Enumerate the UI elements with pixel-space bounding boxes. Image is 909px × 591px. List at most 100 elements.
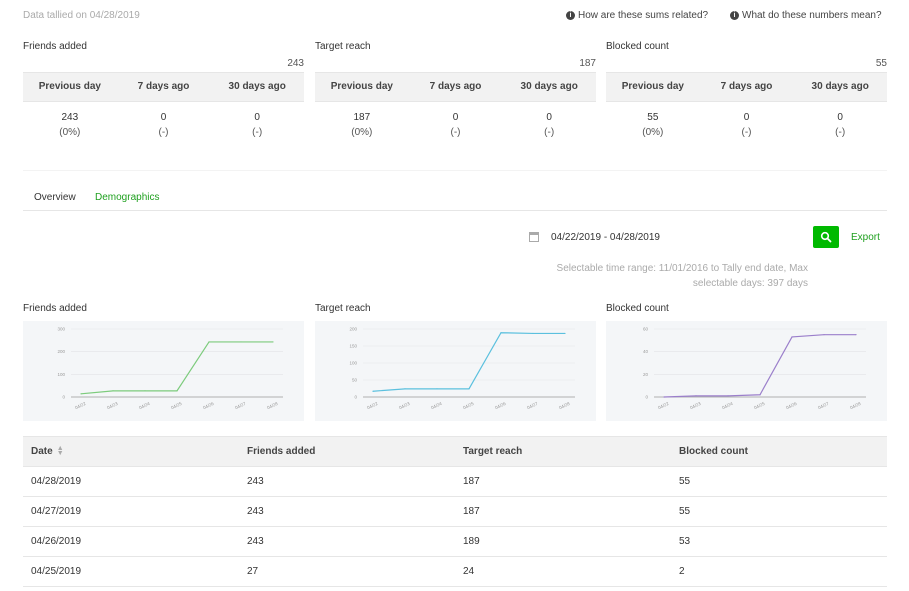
stat-value-cell: 187 (0%) xyxy=(315,110,409,140)
calendar-icon xyxy=(529,232,539,242)
table-cell-friends-added: 243 xyxy=(239,496,455,527)
column-header-date[interactable]: Date ▲ ▼ xyxy=(23,436,239,467)
range-note-line: selectable days: 397 days xyxy=(692,278,808,289)
table-row: 04/26/2019 243 189 53 xyxy=(23,526,887,557)
stat-change: (0%) xyxy=(351,127,373,138)
export-link[interactable]: Export xyxy=(851,232,880,243)
chart-title: Target reach xyxy=(315,303,371,314)
data-point xyxy=(404,388,406,390)
column-header-previous-day: Previous day xyxy=(38,81,101,92)
help-link-label: What do these numbers mean? xyxy=(742,10,882,21)
column-header-7-days-ago: 7 days ago xyxy=(720,81,773,92)
chart-card-friends-added: Friends added 0 100 200 300 04/22 04/23 04/24 0… xyxy=(23,303,304,421)
tab-bar: Overview Demographics xyxy=(23,192,887,211)
stat-card-title: Target reach xyxy=(315,41,371,52)
data-point xyxy=(176,390,178,392)
data-point xyxy=(112,390,114,392)
x-tick-label: 04/28 xyxy=(266,401,279,411)
x-tick-label: 04/27 xyxy=(234,401,247,411)
table-cell-date: 04/25/2019 xyxy=(23,556,239,587)
y-tick-label: 20 xyxy=(643,372,649,377)
tab-overview[interactable]: Overview xyxy=(34,192,76,203)
x-tick-label: 04/28 xyxy=(558,401,571,411)
x-tick-label: 04/23 xyxy=(689,401,702,411)
column-header-previous-day: Previous day xyxy=(330,81,393,92)
y-tick-label: 0 xyxy=(645,395,648,400)
stat-card-header: Previous day 7 days ago 30 days ago xyxy=(23,72,304,102)
data-point xyxy=(532,332,534,335)
date-range-picker[interactable]: 04/22/2019 - 04/28/2019 xyxy=(519,226,807,248)
data-point xyxy=(208,341,210,343)
stat-value-cell: 55 (0%) xyxy=(606,110,700,140)
stat-change: (-) xyxy=(741,127,752,138)
table-cell-blocked-count: 55 xyxy=(671,496,887,527)
x-tick-label: 04/24 xyxy=(138,401,151,411)
column-header-target-reach: Target reach xyxy=(455,436,671,467)
stat-change: (0%) xyxy=(59,127,81,138)
x-tick-label: 04/22 xyxy=(366,401,379,411)
stat-value: 0 xyxy=(160,112,167,123)
data-point xyxy=(272,341,274,343)
stat-value-cell: 0 (-) xyxy=(409,110,503,140)
search-icon xyxy=(820,231,832,243)
column-header-label: Date xyxy=(31,446,53,457)
column-header-30-days-ago: 30 days ago xyxy=(520,81,578,92)
chart-box: 0 100 200 300 04/22 04/23 04/24 04/25 04/26 04/27… xyxy=(23,321,304,421)
table-cell-date: 04/26/2019 xyxy=(23,526,239,557)
chart-title: Blocked count xyxy=(606,303,669,314)
stat-change: (-) xyxy=(252,127,263,138)
chart-target-reach: 0 50 100 150 200 04/22 04/23 04/24 04/25 04/26 04/… xyxy=(349,327,575,411)
x-tick-label: 04/23 xyxy=(398,401,411,411)
chart-title: Friends added xyxy=(23,303,87,314)
data-point xyxy=(468,388,470,390)
data-point xyxy=(855,334,857,336)
data-point xyxy=(372,390,374,392)
y-tick-label: 0 xyxy=(354,395,357,400)
data-table: Date ▲ ▼ Friends added Target reach Blocke… xyxy=(23,436,887,587)
data-point xyxy=(564,332,566,335)
y-tick-label: 300 xyxy=(57,327,65,332)
chart-card-blocked-count: Blocked count 0 20 40 60 04/22 04/23 04/24 04/2… xyxy=(606,303,887,421)
stat-card-values: 187 (0%) 0 (-) 0 (-) xyxy=(315,110,596,140)
y-tick-label: 150 xyxy=(349,344,357,349)
table-cell-friends-added: 27 xyxy=(239,556,455,587)
table-cell-date: 04/28/2019 xyxy=(23,466,239,497)
stat-value: 187 xyxy=(353,112,371,123)
range-note-line: Selectable time range: 11/01/2016 to Tal… xyxy=(556,263,808,274)
column-header-7-days-ago: 7 days ago xyxy=(429,81,482,92)
chart-card-target-reach: Target reach 0 50 100 150 200 04/22 04/23 04/24… xyxy=(315,303,596,421)
chart-blocked-count: 0 20 40 60 04/22 04/23 04/24 04/25 04/26 04/27 04/… xyxy=(643,327,866,411)
stat-value: 0 xyxy=(546,112,552,123)
table-row: 04/28/2019 243 187 55 xyxy=(23,466,887,497)
stat-change: (-) xyxy=(158,127,169,138)
stat-value: 0 xyxy=(743,112,750,123)
stat-card-values: 55 (0%) 0 (-) 0 (-) xyxy=(606,110,887,140)
chart-box: 0 50 100 150 200 04/22 04/23 04/24 04/25 04/26 04/… xyxy=(315,321,596,421)
column-header-7-days-ago: 7 days ago xyxy=(137,81,190,92)
data-point xyxy=(436,388,438,390)
column-header-friends-added: Friends added xyxy=(239,436,455,467)
data-point xyxy=(759,394,761,396)
help-link-numbers-mean[interactable]: i What do these numbers mean? xyxy=(730,10,882,21)
column-header-30-days-ago: 30 days ago xyxy=(228,81,286,92)
stat-change: (-) xyxy=(450,127,461,138)
stat-card-total: 187 xyxy=(579,58,596,69)
table-cell-blocked-count: 2 xyxy=(671,556,887,587)
data-point xyxy=(791,336,793,338)
stat-value: 243 xyxy=(61,112,79,123)
selectable-range-note: Selectable time range: 11/01/2016 to Tal… xyxy=(540,261,808,291)
stat-change: (-) xyxy=(835,127,846,138)
y-tick-label: 100 xyxy=(349,361,357,366)
data-point xyxy=(240,341,242,343)
x-tick-label: 04/22 xyxy=(657,401,670,411)
stat-card-title: Friends added xyxy=(23,41,87,52)
x-tick-label: 04/24 xyxy=(721,401,734,411)
stat-change: (0%) xyxy=(642,127,664,138)
stat-value-cell: 0 (-) xyxy=(793,110,887,140)
search-button[interactable] xyxy=(813,226,839,248)
table-cell-friends-added: 243 xyxy=(239,466,455,497)
data-point xyxy=(727,395,729,397)
tab-demographics[interactable]: Demographics xyxy=(95,192,160,203)
help-link-sums-related[interactable]: i How are these sums related? xyxy=(566,10,708,21)
sort-icon: ▲ ▼ xyxy=(56,445,64,458)
